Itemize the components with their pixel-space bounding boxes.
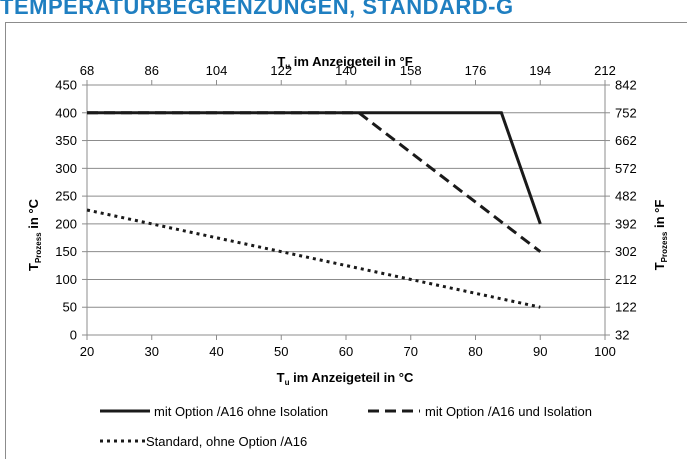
top-tick-label: 122 bbox=[270, 63, 292, 78]
grid-layer bbox=[82, 80, 610, 340]
right-tick-label: 212 bbox=[615, 272, 637, 287]
top-tick-label: 158 bbox=[400, 63, 422, 78]
right-tick-label: 842 bbox=[615, 78, 637, 93]
legend-label-dotted: Standard, ohne Option /A16 bbox=[146, 434, 307, 449]
left-axis-title: TProzess in °C bbox=[26, 198, 43, 271]
bottom-tick-label: 70 bbox=[404, 344, 418, 359]
top-tick-label: 104 bbox=[206, 63, 228, 78]
right-tick-label: 302 bbox=[615, 244, 637, 259]
right-tick-label: 122 bbox=[615, 300, 637, 315]
right-tick-label: 572 bbox=[615, 161, 637, 176]
left-tick-label: 100 bbox=[55, 272, 77, 287]
chart-frame bbox=[5, 22, 687, 459]
bottom-tick-label: 50 bbox=[274, 344, 288, 359]
top-tick-label: 140 bbox=[335, 63, 357, 78]
bottom-tick-label: 80 bbox=[468, 344, 482, 359]
top-tick-label: 176 bbox=[465, 63, 487, 78]
left-tick-label: 50 bbox=[63, 300, 77, 315]
legend-item-solid: mit Option /A16 ohne Isolation bbox=[100, 404, 328, 419]
top-axis-title: Tu im Anzeigeteil in °F bbox=[277, 54, 412, 71]
bottom-tick-label: 90 bbox=[533, 344, 547, 359]
left-tick-label: 200 bbox=[55, 216, 77, 231]
page-heading: TEMPERATURBEGRENZUNGEN, STANDARD-G bbox=[0, 0, 514, 18]
left-tick-label: 0 bbox=[70, 328, 77, 343]
left-tick-label: 250 bbox=[55, 189, 77, 204]
legend-label-dashed: mit Option /A16 und Isolation bbox=[425, 404, 592, 419]
bottom-tick-label: 20 bbox=[80, 344, 94, 359]
top-tick-label: 194 bbox=[529, 63, 551, 78]
right-tick-label: 392 bbox=[615, 216, 637, 231]
left-tick-label: 350 bbox=[55, 133, 77, 148]
top-tick-label: 68 bbox=[80, 63, 94, 78]
series-line-dashed bbox=[87, 111, 542, 253]
legend: mit Option /A16 ohne Isolation mit Optio… bbox=[100, 404, 592, 449]
right-tick-label: 32 bbox=[615, 328, 629, 343]
left-tick-label: 450 bbox=[55, 78, 77, 93]
right-tick-label: 482 bbox=[615, 189, 637, 204]
legend-item-dashed: mit Option /A16 und Isolation bbox=[368, 404, 592, 419]
right-tick-label: 752 bbox=[615, 105, 637, 120]
left-tick-label: 300 bbox=[55, 161, 77, 176]
legend-item-dotted: Standard, ohne Option /A16 bbox=[100, 434, 307, 449]
series-layer bbox=[86, 111, 542, 309]
top-tick-label: 86 bbox=[145, 63, 159, 78]
right-axis-title: TProzess in °F bbox=[652, 200, 669, 271]
bottom-tick-label: 40 bbox=[209, 344, 223, 359]
series-line-dotted bbox=[86, 208, 541, 309]
legend-label-solid: mit Option /A16 ohne Isolation bbox=[154, 404, 328, 419]
tick-layer: 0 32 50 122 100 212 150 302 200 392 250 482 300 572 35… bbox=[55, 63, 636, 359]
left-tick-label: 150 bbox=[55, 244, 77, 259]
right-tick-label: 662 bbox=[615, 133, 637, 148]
bottom-axis-title: Tu im Anzeigeteil in °C bbox=[277, 370, 414, 387]
left-tick-label: 400 bbox=[55, 105, 77, 120]
bottom-tick-label: 60 bbox=[339, 344, 353, 359]
top-tick-label: 212 bbox=[594, 63, 616, 78]
bottom-tick-label: 30 bbox=[145, 344, 159, 359]
bottom-tick-label: 100 bbox=[594, 344, 616, 359]
